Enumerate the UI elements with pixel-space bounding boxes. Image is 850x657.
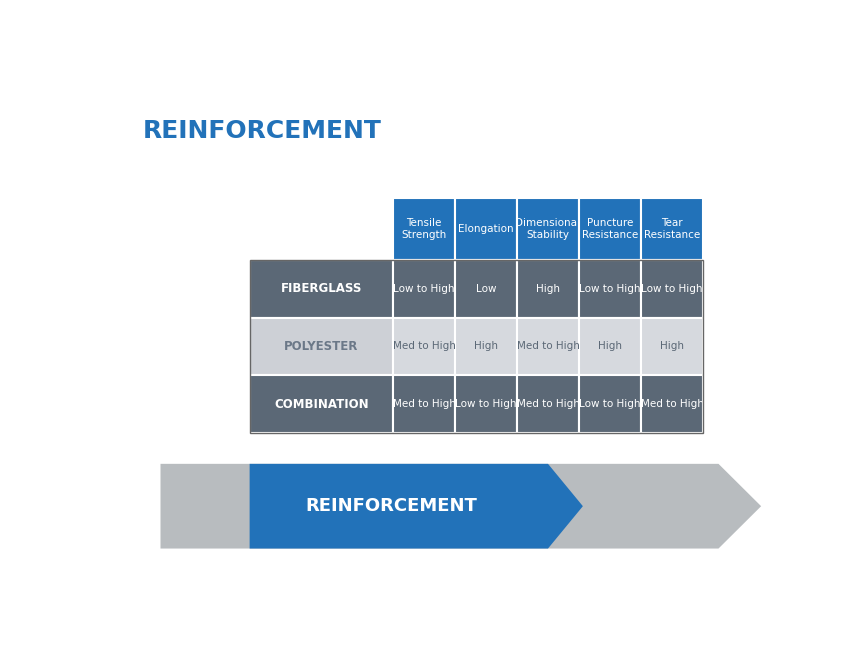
Bar bbox=[641, 260, 703, 317]
Text: REINFORCEMENT: REINFORCEMENT bbox=[305, 497, 477, 515]
Bar bbox=[455, 317, 517, 375]
Bar bbox=[393, 198, 455, 260]
Bar bbox=[250, 260, 393, 317]
Text: Tear
Resistance: Tear Resistance bbox=[643, 218, 700, 240]
Bar bbox=[579, 375, 641, 433]
Bar bbox=[579, 260, 641, 317]
Text: Med to High: Med to High bbox=[393, 399, 456, 409]
Text: Med to High: Med to High bbox=[393, 342, 456, 351]
Text: FIBERGLASS: FIBERGLASS bbox=[280, 282, 362, 295]
Text: Elongation: Elongation bbox=[458, 224, 513, 234]
Text: Dimensional
Stability: Dimensional Stability bbox=[515, 218, 581, 240]
Text: Med to High: Med to High bbox=[517, 399, 580, 409]
Text: Med to High: Med to High bbox=[517, 342, 580, 351]
Bar bbox=[393, 375, 455, 433]
Text: REINFORCEMENT: REINFORCEMENT bbox=[143, 119, 382, 143]
Bar bbox=[579, 198, 641, 260]
Text: Low to High: Low to High bbox=[394, 284, 455, 294]
Bar bbox=[517, 375, 579, 433]
Text: Low to High: Low to High bbox=[641, 284, 703, 294]
Text: Low to High: Low to High bbox=[579, 284, 641, 294]
Text: Low to High: Low to High bbox=[456, 399, 517, 409]
Text: POLYESTER: POLYESTER bbox=[284, 340, 359, 353]
Text: High: High bbox=[598, 342, 622, 351]
Text: Tensile
Strength: Tensile Strength bbox=[401, 218, 446, 240]
Text: High: High bbox=[660, 342, 684, 351]
Bar bbox=[641, 317, 703, 375]
Polygon shape bbox=[161, 464, 761, 549]
Bar bbox=[517, 317, 579, 375]
Bar bbox=[641, 375, 703, 433]
Bar bbox=[250, 260, 703, 433]
Text: COMBINATION: COMBINATION bbox=[274, 397, 369, 411]
Text: Med to High: Med to High bbox=[641, 399, 704, 409]
Text: Low to High: Low to High bbox=[579, 399, 641, 409]
Text: Low: Low bbox=[476, 284, 496, 294]
Bar bbox=[250, 317, 393, 375]
Bar bbox=[455, 260, 517, 317]
Bar bbox=[641, 198, 703, 260]
Bar bbox=[517, 260, 579, 317]
Bar bbox=[393, 317, 455, 375]
Text: Puncture
Resistance: Puncture Resistance bbox=[582, 218, 638, 240]
Bar bbox=[517, 198, 579, 260]
Bar bbox=[250, 375, 393, 433]
Bar bbox=[455, 198, 517, 260]
Text: High: High bbox=[474, 342, 498, 351]
Text: High: High bbox=[536, 284, 560, 294]
Bar bbox=[579, 317, 641, 375]
Bar bbox=[393, 260, 455, 317]
Polygon shape bbox=[250, 464, 583, 549]
Bar bbox=[455, 375, 517, 433]
